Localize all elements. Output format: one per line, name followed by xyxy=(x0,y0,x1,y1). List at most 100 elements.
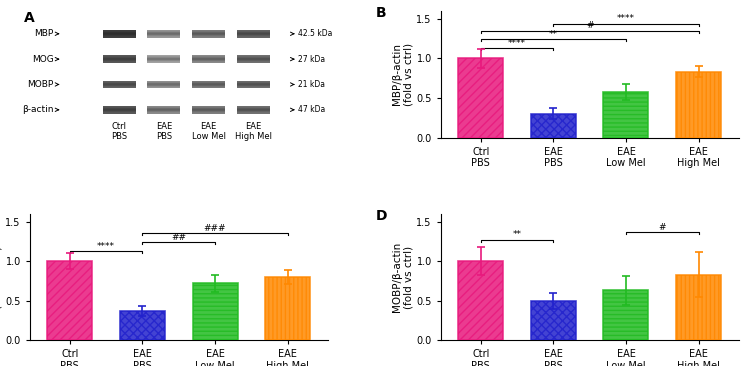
Bar xyxy=(103,37,136,38)
Text: **: ** xyxy=(513,231,521,239)
Bar xyxy=(103,31,136,32)
Bar xyxy=(148,83,181,84)
Bar xyxy=(236,36,269,37)
Bar xyxy=(236,55,269,56)
Bar xyxy=(103,83,136,84)
Bar xyxy=(148,33,181,34)
Bar xyxy=(103,84,136,85)
Bar xyxy=(192,84,225,85)
Bar xyxy=(148,82,181,83)
Text: EAE
PBS: EAE PBS xyxy=(156,122,172,141)
Text: Ctrl
PBS: Ctrl PBS xyxy=(111,122,128,141)
Bar xyxy=(236,57,269,58)
Bar xyxy=(192,283,237,340)
Bar xyxy=(148,61,181,62)
Bar xyxy=(148,57,181,58)
Bar xyxy=(236,60,269,61)
Bar xyxy=(103,109,136,110)
Bar xyxy=(103,33,136,34)
Text: ###: ### xyxy=(204,224,226,233)
Bar xyxy=(192,55,225,56)
Bar xyxy=(192,33,225,34)
Bar xyxy=(103,59,136,60)
Bar xyxy=(103,62,136,63)
Bar xyxy=(236,31,269,32)
Bar xyxy=(236,81,269,82)
Bar xyxy=(103,55,136,56)
Bar xyxy=(148,109,181,110)
Bar xyxy=(236,107,269,108)
Bar xyxy=(148,34,181,35)
Bar xyxy=(192,85,225,86)
Bar xyxy=(148,37,181,38)
Bar xyxy=(148,85,181,86)
Bar xyxy=(236,87,269,88)
Bar xyxy=(103,57,136,58)
Bar xyxy=(148,32,181,33)
Bar xyxy=(120,311,165,340)
Bar xyxy=(236,61,269,62)
Bar xyxy=(531,301,576,340)
Bar xyxy=(192,107,225,108)
Bar xyxy=(192,59,225,60)
Text: MOG: MOG xyxy=(32,55,54,64)
Bar xyxy=(604,291,648,340)
Text: 27 kDa: 27 kDa xyxy=(298,55,325,64)
Bar xyxy=(103,60,136,61)
Bar xyxy=(192,106,225,107)
Bar xyxy=(192,109,225,110)
Bar xyxy=(236,108,269,109)
Bar xyxy=(236,37,269,38)
Bar xyxy=(148,112,181,113)
Bar xyxy=(236,84,269,85)
Text: B: B xyxy=(375,6,386,20)
Bar xyxy=(192,56,225,57)
Bar xyxy=(148,59,181,60)
Text: **: ** xyxy=(549,30,558,39)
Y-axis label: MOBP/β-actin
(fold vs ctrl): MOBP/β-actin (fold vs ctrl) xyxy=(392,242,413,312)
Bar xyxy=(192,31,225,32)
Bar xyxy=(103,110,136,111)
Bar xyxy=(458,59,504,138)
Bar xyxy=(148,60,181,61)
Bar xyxy=(236,83,269,84)
Y-axis label: MBP/β-actin
(fold vs ctrl): MBP/β-actin (fold vs ctrl) xyxy=(392,43,413,106)
Bar xyxy=(148,87,181,88)
Bar xyxy=(676,72,721,138)
Bar xyxy=(192,36,225,37)
Bar xyxy=(265,277,310,340)
Bar xyxy=(192,111,225,112)
Bar xyxy=(103,30,136,31)
Text: EAE
Low Mel: EAE Low Mel xyxy=(192,122,225,141)
Bar xyxy=(192,86,225,87)
Bar xyxy=(148,107,181,108)
Bar xyxy=(148,36,181,37)
Bar xyxy=(192,108,225,109)
Bar xyxy=(103,107,136,108)
Bar xyxy=(148,110,181,111)
Bar xyxy=(604,92,648,138)
Bar xyxy=(236,106,269,107)
Text: ****: **** xyxy=(97,242,115,250)
Bar xyxy=(236,109,269,110)
Bar xyxy=(192,87,225,88)
Bar xyxy=(236,58,269,59)
Bar xyxy=(103,32,136,33)
Bar xyxy=(236,82,269,83)
Bar xyxy=(103,56,136,57)
Bar xyxy=(458,261,504,340)
Text: ##: ## xyxy=(172,233,186,242)
Bar xyxy=(103,87,136,88)
Bar xyxy=(192,62,225,63)
Text: EAE
High Mel: EAE High Mel xyxy=(235,122,272,141)
Bar xyxy=(192,60,225,61)
Bar xyxy=(531,114,576,138)
Bar xyxy=(103,82,136,83)
Bar xyxy=(236,59,269,60)
Bar xyxy=(236,85,269,86)
Bar xyxy=(103,85,136,86)
Bar xyxy=(148,84,181,85)
Text: MBP: MBP xyxy=(34,29,54,38)
Bar xyxy=(236,110,269,111)
Bar xyxy=(192,61,225,62)
